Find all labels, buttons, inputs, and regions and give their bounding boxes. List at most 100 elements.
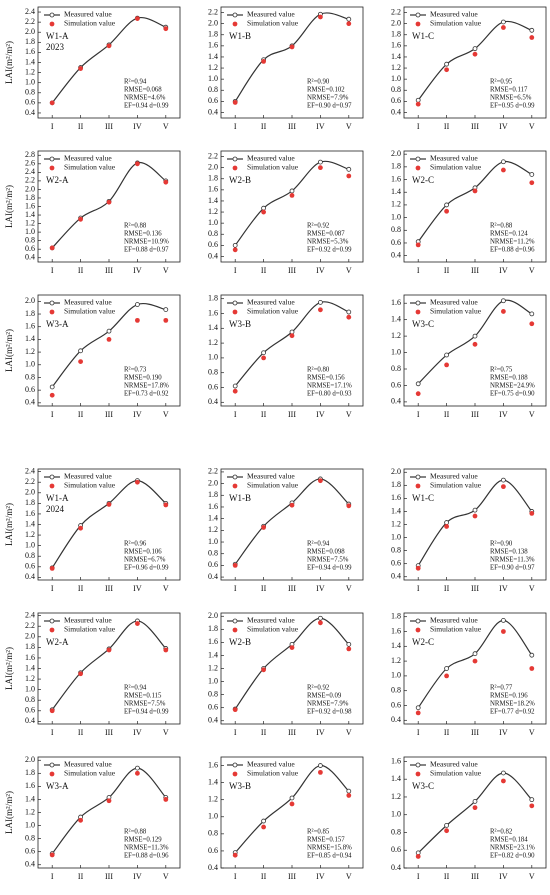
y-tick-label: 1.4 bbox=[25, 334, 35, 343]
simulation-point bbox=[163, 797, 169, 802]
y-tick-label: 1.0 bbox=[208, 74, 218, 83]
measured-point bbox=[261, 205, 267, 211]
y-tick-label: 0.8 bbox=[25, 88, 35, 97]
simulation-point bbox=[289, 502, 295, 508]
measured-point bbox=[500, 770, 506, 776]
legend-label: Simulation value bbox=[247, 481, 299, 490]
y-tick-label: 1.6 bbox=[25, 201, 35, 210]
y-tick-label: 1.0 bbox=[391, 347, 401, 356]
y-tick-label: 2.0 bbox=[208, 478, 218, 487]
x-tick-label: V bbox=[346, 584, 352, 593]
y-tick-label: 1.2 bbox=[391, 519, 401, 528]
legend-marker bbox=[232, 300, 238, 306]
stat-text: NRMSE=23.1% bbox=[490, 845, 535, 852]
y-tick-label: 1.6 bbox=[391, 174, 401, 183]
simulation-point bbox=[529, 35, 535, 40]
simulation-point bbox=[444, 524, 449, 529]
measured-point bbox=[415, 705, 421, 711]
measured-point bbox=[49, 384, 55, 390]
legend-label: Measured value bbox=[430, 760, 478, 769]
simulation-point bbox=[501, 484, 506, 490]
legend-label: Simulation value bbox=[64, 163, 116, 172]
simulation-point bbox=[472, 188, 478, 194]
y-tick-label: 1.4 bbox=[391, 52, 401, 61]
simulation-point bbox=[472, 658, 478, 664]
measured-point bbox=[472, 799, 478, 804]
x-tick-label: III bbox=[105, 872, 113, 881]
legend-label: Measured value bbox=[64, 616, 112, 625]
y-tick-label: 1.6 bbox=[25, 509, 35, 518]
simulation-point bbox=[289, 645, 295, 651]
y-tick-label: 0.8 bbox=[391, 225, 401, 234]
y-tick-label: 0.8 bbox=[391, 686, 401, 695]
stat-text: RMSE=0.156 bbox=[307, 375, 345, 382]
x-tick-label: III bbox=[288, 122, 296, 131]
y-tick-label: 1.4 bbox=[208, 52, 218, 61]
x-tick-label: IV bbox=[499, 122, 508, 131]
y-tick-label: 1.6 bbox=[208, 185, 218, 194]
legend-label: Measured value bbox=[247, 472, 295, 481]
y-tick-label: 1.2 bbox=[208, 63, 218, 72]
y-tick-label: 2.0 bbox=[25, 488, 35, 497]
stat-text: NRMSE=5.3% bbox=[307, 239, 349, 246]
stat-text: EF=0.92 d=0.99 bbox=[307, 247, 352, 254]
stat-text: EF=0.90 d=0.97 bbox=[490, 565, 535, 572]
y-tick-label: 1.8 bbox=[208, 624, 218, 633]
panel: 0.40.60.81.01.21.41.61.82.02.2I II III IV VM… bbox=[208, 467, 364, 593]
y-tick-label: 1.4 bbox=[25, 519, 35, 528]
y-tick-label: 1.2 bbox=[208, 338, 218, 347]
y-tick-label: 0.4 bbox=[25, 572, 35, 581]
y-tick-label: 2.0 bbox=[208, 611, 218, 620]
x-tick-label: V bbox=[529, 872, 535, 881]
measured-point bbox=[444, 352, 450, 358]
measured-point bbox=[346, 16, 352, 22]
simulation-point bbox=[106, 502, 112, 507]
panel: 0.40.60.81.01.21.41.61.82.02.22.4I II III I… bbox=[4, 610, 181, 737]
y-tick-label: 1.4 bbox=[25, 57, 35, 66]
simulation-point bbox=[135, 16, 140, 22]
legend-label: Simulation value bbox=[247, 307, 299, 316]
measured-point bbox=[500, 618, 506, 623]
simulation-point bbox=[135, 317, 140, 323]
panel: 0.40.60.81.01.21.41.61.8I II III IV VMeasure… bbox=[208, 294, 364, 419]
y-tick-label: 1.6 bbox=[208, 637, 218, 646]
simulation-point bbox=[501, 778, 506, 784]
legend-marker bbox=[232, 21, 238, 27]
y-tick-label: 1.2 bbox=[25, 347, 35, 356]
y-tick-label: 2.2 bbox=[25, 477, 35, 486]
stat-text: R²=0.88 bbox=[124, 223, 147, 230]
y-tick-label: 2.2 bbox=[208, 7, 218, 16]
y-tick-label: 0.8 bbox=[391, 85, 401, 94]
panel-title: W1-A bbox=[46, 493, 69, 503]
x-tick-label: II bbox=[78, 728, 84, 737]
x-tick-label: V bbox=[163, 410, 169, 419]
panel-title: W1-C bbox=[412, 493, 434, 503]
y-tick-label: 1.2 bbox=[25, 67, 35, 76]
y-tick-label: 2.0 bbox=[25, 296, 35, 305]
stat-text: NRMSE=17.8% bbox=[124, 383, 169, 390]
x-tick-label: IV bbox=[316, 728, 325, 737]
panel: 0.40.60.81.01.21.41.61.8I II III IV VMeasure… bbox=[391, 612, 547, 737]
measured-point bbox=[289, 795, 295, 801]
simulation-point bbox=[444, 362, 449, 368]
simulation-point bbox=[232, 562, 238, 568]
x-tick-label: IV bbox=[133, 728, 142, 737]
legend-marker bbox=[49, 309, 55, 315]
y-tick-label: 1.2 bbox=[391, 792, 401, 801]
simulation-point bbox=[261, 355, 266, 361]
x-tick-label: II bbox=[261, 410, 267, 419]
panel-title: W2-A bbox=[46, 175, 69, 185]
legend-label: Measured value bbox=[64, 298, 112, 307]
simulation-point bbox=[163, 26, 169, 32]
stat-text: RMSE=0.157 bbox=[307, 837, 345, 844]
legend-marker bbox=[49, 165, 55, 171]
x-tick-label: V bbox=[529, 122, 535, 131]
simulation-point bbox=[472, 513, 478, 519]
legend-label: Simulation value bbox=[247, 769, 299, 778]
y-tick-label: 2.4 bbox=[25, 610, 35, 619]
stat-text: RMSE=0.106 bbox=[124, 549, 162, 556]
y-tick-label: 0.4 bbox=[391, 715, 401, 724]
y-tick-label: 0.4 bbox=[391, 107, 401, 116]
x-tick-label: I bbox=[417, 266, 420, 275]
